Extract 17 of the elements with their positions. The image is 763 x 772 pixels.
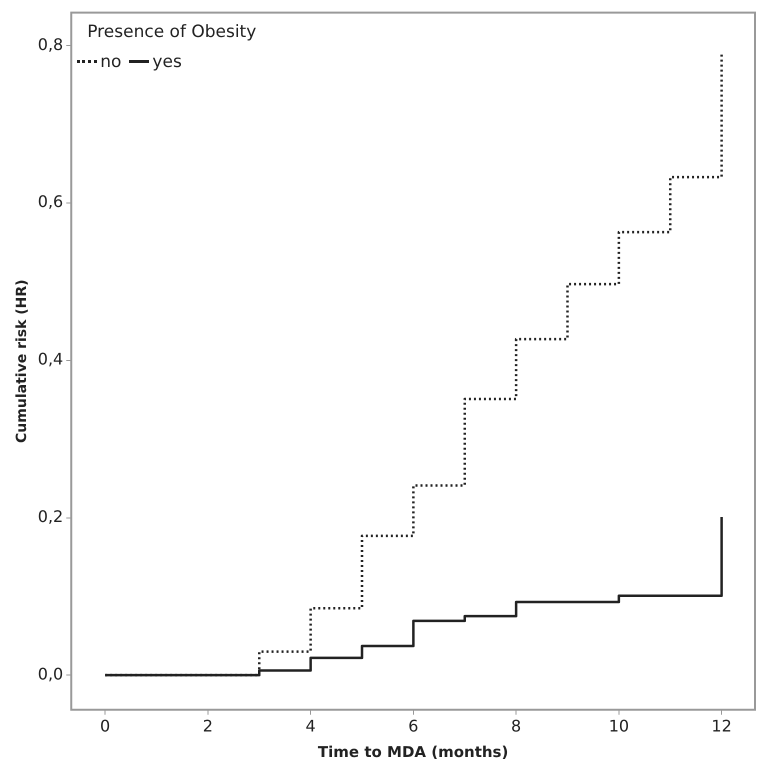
x-tick-label: 0: [100, 716, 110, 736]
legend-title: Presence of Obesity: [86, 20, 256, 44]
x-tick-label: 12: [711, 716, 732, 736]
y-axis-title: Cumulative risk (HR): [14, 279, 30, 443]
y-tick-label: 0,2: [38, 506, 64, 526]
x-axis-title: Time to MDA (months): [318, 742, 508, 761]
x-tick-label: 10: [608, 716, 630, 736]
y-tick-label: 0,4: [38, 350, 64, 369]
x-tick-label: 8: [511, 716, 522, 736]
x-tick-label: 6: [408, 716, 418, 736]
y-tick-label: 0,0: [38, 664, 64, 684]
y-tick-label: 0,6: [38, 192, 64, 212]
x-tick-label: 4: [306, 716, 316, 736]
y-tick-label: 0,8: [38, 34, 64, 54]
legend-label: no: [100, 50, 122, 74]
legend-label: yes: [152, 50, 182, 74]
x-tick-label: 2: [202, 716, 213, 736]
